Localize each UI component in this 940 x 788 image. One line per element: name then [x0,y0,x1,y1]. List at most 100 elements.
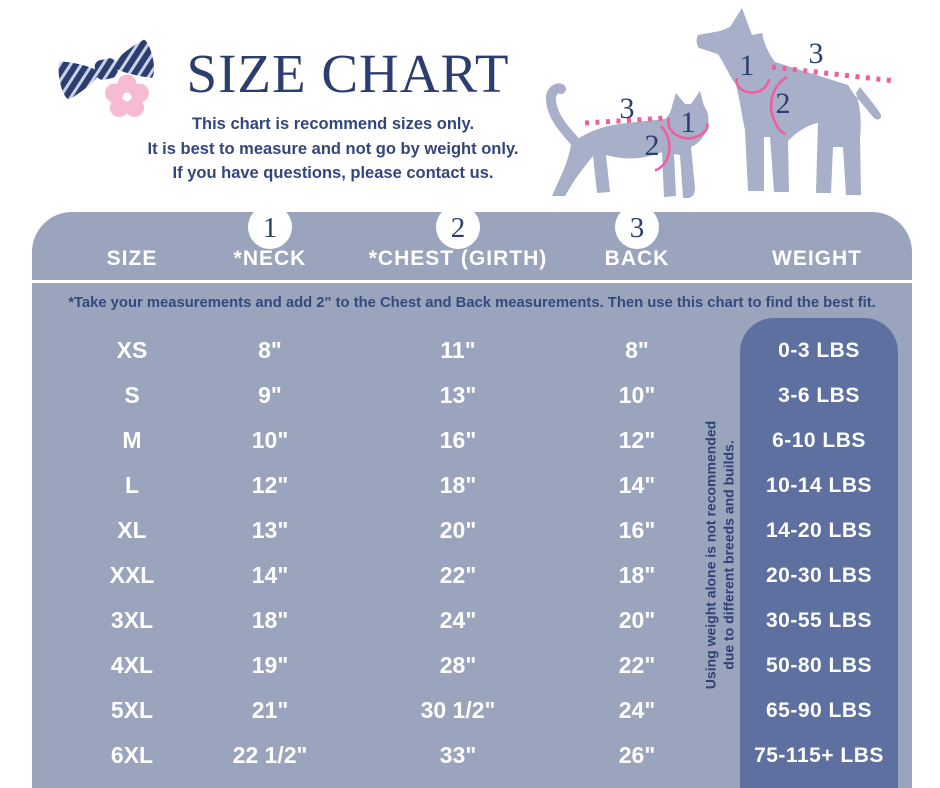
neck-cell: 13" [251,517,289,543]
dog-back-marker: 3 [809,37,824,70]
table-row: S 9" 13" 10" 3-6 LBS [32,373,912,418]
dog-body [696,8,882,195]
cat-silhouette-diagram: 3 1 2 [545,83,709,198]
back-cell: 12" [618,427,656,453]
column-header-back: BACK [604,247,670,270]
table-row: M 10" 16" 12" 6-10 LBS [32,418,912,463]
subtitle: This chart is recommend sizes only. It i… [118,112,548,186]
back-cell: 18" [618,562,656,588]
size-cell: L [124,472,140,498]
cat-back-measure-line [584,115,668,126]
cat-chest-marker: 2 [645,129,660,162]
cat-chest-measure-arc [654,125,671,172]
neck-cell: 22 1/2" [232,742,308,768]
table-row: 5XL 21" 30 1/2" 24" 65-90 LBS [32,688,912,733]
chest-cell: 18" [439,472,477,498]
dog-neck-measure-arc [735,77,771,94]
size-cell: 6XL [110,742,154,768]
size-cell: S [124,382,140,408]
cat-body [552,91,709,198]
chest-cell: 22" [439,562,477,588]
table-row: 4XL 19" 28" 22" 50-80 LBS [32,643,912,688]
table-body: XS 8" 11" 8" 0-3 LBS S 9" 13" 10" 3-6 LB… [32,328,912,778]
size-cell: XL [117,517,147,543]
chest-column-marker-badge: 2 [436,205,480,249]
table-row: L 12" 18" 14" 10-14 LBS [32,463,912,508]
measurement-note: *Take your measurements and add 2" to th… [68,295,876,311]
neck-cell: 19" [251,652,289,678]
bow-tie-icon [58,39,155,117]
weight-cell: 50-80 LBS [765,654,873,677]
back-cell: 16" [618,517,656,543]
chest-cell: 13" [439,382,477,408]
cat-neck-marker: 1 [681,106,696,139]
column-header-chest: *CHEST (GIRTH) [368,247,548,270]
page-title: SIZE CHART [186,43,510,104]
weight-cell: 3-6 LBS [778,384,860,407]
neck-cell: 14" [251,562,289,588]
cat-tail [545,83,582,149]
neck-column-marker-badge: 1 [248,205,292,249]
neck-cell: 18" [251,607,289,633]
chest-cell: 24" [439,607,477,633]
table-row: XXL 14" 22" 18" 20-30 LBS [32,553,912,598]
weight-cell: 14-20 LBS [765,519,873,542]
dog-chest-marker: 2 [776,87,791,120]
dog-neck-marker: 1 [740,49,755,82]
weight-cell: 20-30 LBS [765,564,873,587]
back-cell: 20" [618,607,656,633]
table-header-row: SIZE *NECK *CHEST (GIRTH) BACK WEIGHT [32,242,912,276]
back-cell: 24" [618,697,656,723]
size-cell: XS [116,337,148,363]
chest-cell: 20" [439,517,477,543]
neck-cell: 12" [251,472,289,498]
table-row: XS 8" 11" 8" 0-3 LBS [32,328,912,373]
subtitle-line: It is best to measure and not go by weig… [147,139,519,158]
size-cell: 5XL [110,697,154,723]
chest-cell: 28" [439,652,477,678]
weight-column-band [740,318,898,788]
back-cell: 22" [618,652,656,678]
size-table-panel: 1 2 3 SIZE *NECK *CHEST (GIRTH) BACK WEI… [32,205,912,788]
chest-cell: 33" [439,742,477,768]
weight-cell: 10-14 LBS [765,474,873,497]
back-cell: 26" [618,742,656,768]
weight-cell: 65-90 LBS [765,699,873,722]
header-divider-line [32,280,912,283]
back-cell: 10" [618,382,656,408]
column-header-size: SIZE [106,247,158,270]
cat-neck-measure-arc [667,117,709,140]
cat-back-marker: 3 [620,92,635,125]
dog-silhouette-diagram: 1 2 3 [696,8,896,195]
size-cell: M [122,427,142,453]
weight-cell: 75-115+ LBS [754,744,884,767]
weight-cell: 0-3 LBS [778,339,860,362]
subtitle-line: This chart is recommend sizes only. [191,115,475,133]
neck-cell: 21" [251,697,289,723]
chest-cell: 11" [440,337,476,363]
size-cell: 3XL [110,607,154,633]
column-header-neck: *NECK [233,247,307,270]
weight-cell: 30-55 LBS [765,609,873,632]
back-column-marker-badge: 3 [615,205,659,249]
back-cell: 14" [618,472,656,498]
weight-cell: 6-10 LBS [772,429,866,452]
flower-icon [105,74,149,117]
table-row: XL 13" 20" 16" 14-20 LBS [32,508,912,553]
chest-cell: 16" [439,427,477,453]
size-cell: 4XL [110,652,154,678]
table-row: 6XL 22 1/2" 33" 26" 75-115+ LBS [32,733,912,778]
weight-disclaimer-line: Using weight alone is not recommended [702,420,719,690]
size-cell: XXL [109,562,155,588]
neck-cell: 10" [251,427,289,453]
dog-chest-measure-arc [769,75,788,136]
weight-disclaimer-vertical: Using weight alone is not recommended du… [703,421,738,689]
back-cell: 8" [625,337,649,363]
table-row: 3XL 18" 24" 20" 30-55 LBS [32,598,912,643]
chest-cell: 30 1/2" [420,697,496,723]
neck-cell: 8" [258,337,282,363]
column-header-weight: WEIGHT [772,247,862,270]
weight-disclaimer-line: due to different breeds and builds. [720,440,736,670]
subtitle-line: If you have questions, please contact us… [172,164,494,182]
